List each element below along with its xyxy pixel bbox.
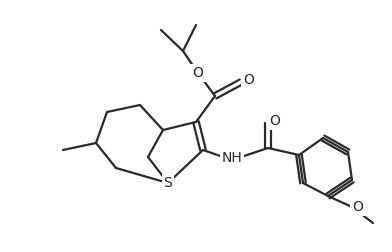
Text: S: S: [163, 176, 172, 190]
Text: O: O: [352, 200, 363, 214]
Text: NH: NH: [221, 151, 242, 165]
Text: O: O: [192, 66, 203, 80]
Text: O: O: [243, 73, 254, 87]
Text: O: O: [270, 114, 280, 128]
